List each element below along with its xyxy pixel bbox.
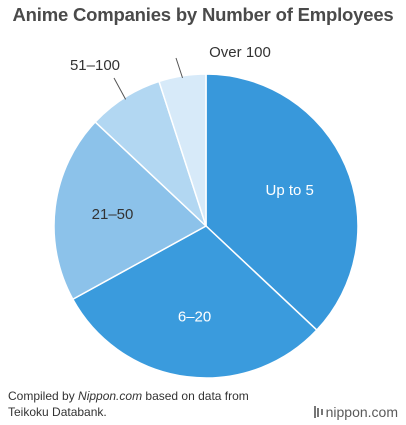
pie-slice <box>53 120 208 301</box>
leader-line <box>175 57 184 79</box>
nippon-logo: nippon.com <box>313 404 398 420</box>
pie-slice <box>205 73 359 332</box>
source-prefix: Compiled by <box>8 389 79 403</box>
logo-bars-icon <box>313 406 323 418</box>
leader-line <box>113 77 127 100</box>
slice-label: 51–100 <box>70 57 120 74</box>
source-note: Compiled by Nippon.com based on data fro… <box>8 388 249 420</box>
slice-label: Up to 5 <box>266 182 314 199</box>
source-site: Nippon.com <box>78 389 143 403</box>
source-line1-suffix: based on data from <box>142 389 249 403</box>
chart-title: Anime Companies by Number of Employees <box>12 4 394 25</box>
source-line2: Teikoku Databank. <box>8 405 107 419</box>
pie-slice <box>71 225 318 379</box>
slice-label: 6–20 <box>178 308 211 325</box>
slice-label: 21–50 <box>92 206 134 223</box>
logo-text: nippon.com <box>325 404 398 420</box>
slice-label: Over 100 <box>209 44 271 61</box>
